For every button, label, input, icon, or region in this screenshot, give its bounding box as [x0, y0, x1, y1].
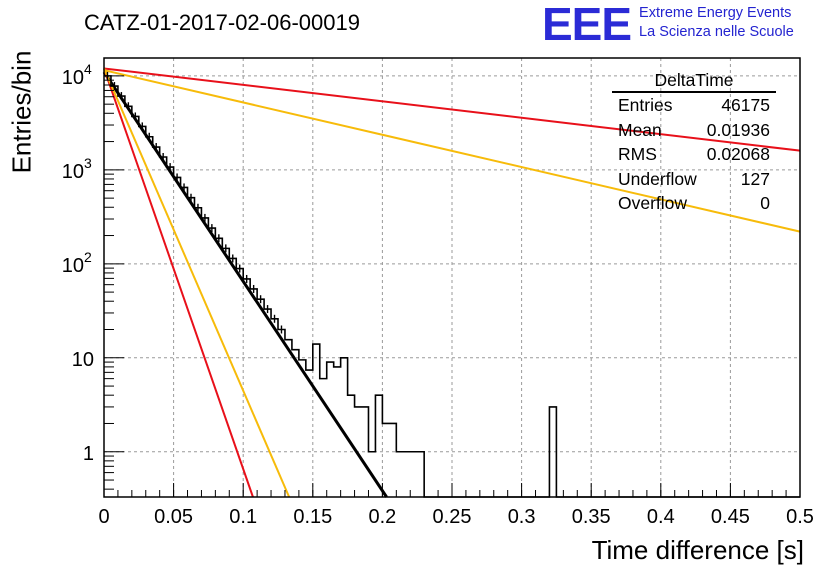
- eee-logo: EEE Extreme Energy Events La Scienza nel…: [542, 0, 794, 50]
- stats-row-rms: RMS 0.02068: [612, 142, 776, 167]
- logo-line-2: La Scienza nelle Scuole: [639, 24, 794, 40]
- stats-value: 46175: [721, 95, 770, 115]
- stats-row-underflow: Underflow 127: [612, 167, 776, 192]
- fit-lines: [102, 67, 801, 498]
- logo-mark: EEE: [542, 0, 632, 50]
- stats-row-entries: Entries 46175: [612, 93, 776, 118]
- stats-value: 0: [760, 193, 770, 213]
- x-tick-label: 0: [98, 506, 109, 528]
- x-tick-label: 0.4: [647, 506, 675, 528]
- tick-labels: 0 0.05 0.1 0.15 0.2 0.25 0.3 0.35 0.4 0.45 0.5 1 10 1…: [62, 61, 814, 528]
- fit-line-red: [103, 68, 254, 498]
- stats-label: Underflow: [618, 168, 697, 189]
- x-tick-label: 0.5: [786, 506, 814, 528]
- axis-ticks: [103, 75, 801, 497]
- plot-title: CATZ-01-2017-02-06-00019: [84, 10, 360, 35]
- y-tick-exponent: 2: [84, 249, 92, 265]
- logo-line-1: Extreme Energy Events: [639, 5, 792, 21]
- grid: [104, 58, 800, 497]
- y-tick-exponent: 3: [84, 155, 92, 171]
- stats-box: DeltaTime Entries 46175 Mean 0.01936 RMS…: [612, 70, 776, 216]
- y-tick-label: 1: [83, 443, 94, 465]
- fit-line-black: [102, 71, 388, 498]
- fit-line-orange: [103, 68, 291, 498]
- x-tick-label: 0.1: [229, 506, 257, 528]
- y-tick-label: 10: [62, 255, 84, 277]
- x-tick-label: 0.45: [711, 506, 750, 528]
- stats-row-overflow: Overflow 0: [612, 191, 776, 216]
- y-tick-exponent: 4: [84, 61, 92, 77]
- y-tick-label: 10: [62, 161, 84, 183]
- stats-row-mean: Mean 0.01936: [612, 118, 776, 143]
- x-tick-label: 0.05: [154, 506, 193, 528]
- x-tick-label: 0.15: [293, 506, 332, 528]
- logo-text: Extreme Energy Events La Scienza nelle S…: [639, 2, 794, 42]
- y-tick-label: 10: [72, 349, 94, 371]
- y-axis-label: Entries/bin: [6, 50, 37, 174]
- stats-label: Overflow: [618, 193, 688, 213]
- fit-line-orange: [103, 69, 801, 233]
- y-tick-label: 10: [62, 67, 84, 89]
- stats-title: DeltaTime: [612, 70, 776, 93]
- stats-value: 127: [740, 168, 770, 189]
- stats-label: Mean: [618, 119, 662, 140]
- x-axis-label: Time difference [s]: [591, 535, 804, 565]
- x-tick-label: 0.2: [368, 506, 396, 528]
- stats-label: Entries: [618, 95, 673, 115]
- x-tick-label: 0.35: [572, 506, 611, 528]
- stats-value: 0.02068: [706, 144, 770, 164]
- fit-line-red: [103, 67, 801, 152]
- stats-label: RMS: [618, 144, 657, 164]
- stats-value: 0.01936: [706, 119, 770, 140]
- x-tick-label: 0.3: [508, 506, 536, 528]
- x-tick-label: 0.25: [433, 506, 472, 528]
